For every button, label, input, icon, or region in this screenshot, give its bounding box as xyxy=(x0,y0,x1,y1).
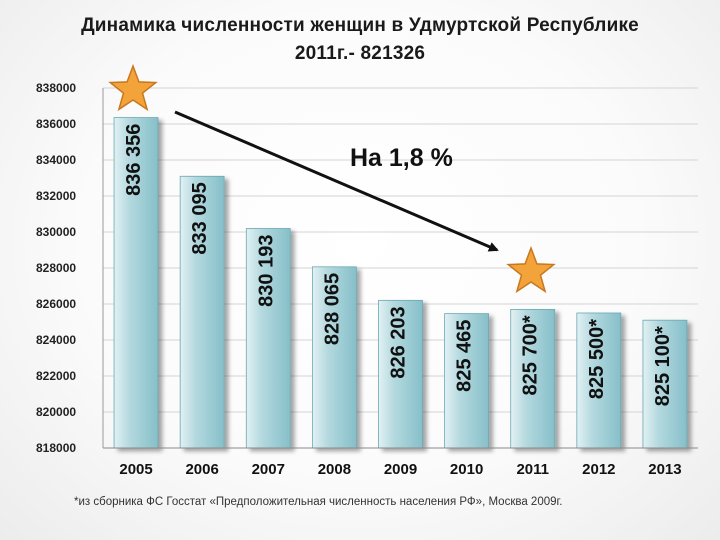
y-tick-label: 818000 xyxy=(36,441,76,455)
y-tick-label: 824000 xyxy=(36,333,76,347)
x-tick-label: 2007 xyxy=(252,461,285,478)
data-label: 826 203 xyxy=(388,306,410,378)
x-tick-label: 2010 xyxy=(450,461,483,478)
data-label: 830 193 xyxy=(255,235,277,307)
y-tick-label: 832000 xyxy=(36,189,76,203)
chart-title: Динамика численности женщин в Удмуртской… xyxy=(0,12,720,68)
bar xyxy=(311,266,357,449)
data-label: 836 356 xyxy=(123,124,145,196)
data-label: 828 065 xyxy=(321,273,343,345)
x-tick-label: 2011 xyxy=(516,461,549,478)
trend-arrow xyxy=(174,110,499,252)
bar xyxy=(113,117,159,449)
x-tick-label: 2013 xyxy=(648,461,681,478)
annotations: На 1,8 % xyxy=(108,63,556,294)
x-axis: 2005 2006 2007 2008 2009 2010 2011 2012 2013 xyxy=(103,447,698,478)
bar xyxy=(378,299,423,449)
y-tick-label: 820000 xyxy=(36,405,76,419)
y-tick-label: 830000 xyxy=(36,225,76,239)
title-line-2: 2011г.- 821326 xyxy=(294,43,426,64)
data-label: 825 500* xyxy=(586,319,608,399)
x-tick-label: 2012 xyxy=(582,461,615,478)
bar xyxy=(444,313,490,449)
data-label: 825 465 xyxy=(454,320,476,392)
data-label: 825 700* xyxy=(520,315,542,395)
x-tick-label: 2006 xyxy=(185,461,218,478)
bar xyxy=(245,228,291,449)
bars: 836 356 833 095 830 193 828 065 826 203 825 4… xyxy=(113,117,688,449)
x-tick-label: 2009 xyxy=(384,461,417,478)
y-tick-label: 838000 xyxy=(36,81,76,95)
data-label: 833 095 xyxy=(189,182,211,254)
y-tick-label: 826000 xyxy=(36,297,76,311)
y-axis: 818000 820000 822000 824000 826000 828000 8300… xyxy=(36,81,104,455)
bar xyxy=(642,319,688,449)
decline-annotation: На 1,8 % xyxy=(350,144,453,172)
star-icon xyxy=(108,63,158,112)
bar xyxy=(576,312,622,449)
x-tick-label: 2005 xyxy=(119,461,152,478)
bar xyxy=(510,308,556,449)
y-tick-label: 834000 xyxy=(36,153,76,167)
data-label: 825 100* xyxy=(652,326,674,406)
y-tick-label: 836000 xyxy=(36,117,76,131)
y-tick-label: 822000 xyxy=(36,369,76,383)
x-tick-label: 2008 xyxy=(318,461,351,478)
star-icon xyxy=(506,245,556,294)
title-line-1: Динамика численности женщин в Удмуртской… xyxy=(81,15,639,36)
y-tick-label: 828000 xyxy=(36,261,76,275)
bar xyxy=(179,175,225,449)
source-footnote: *из сборника ФС Госстат «Предположительн… xyxy=(74,496,563,508)
